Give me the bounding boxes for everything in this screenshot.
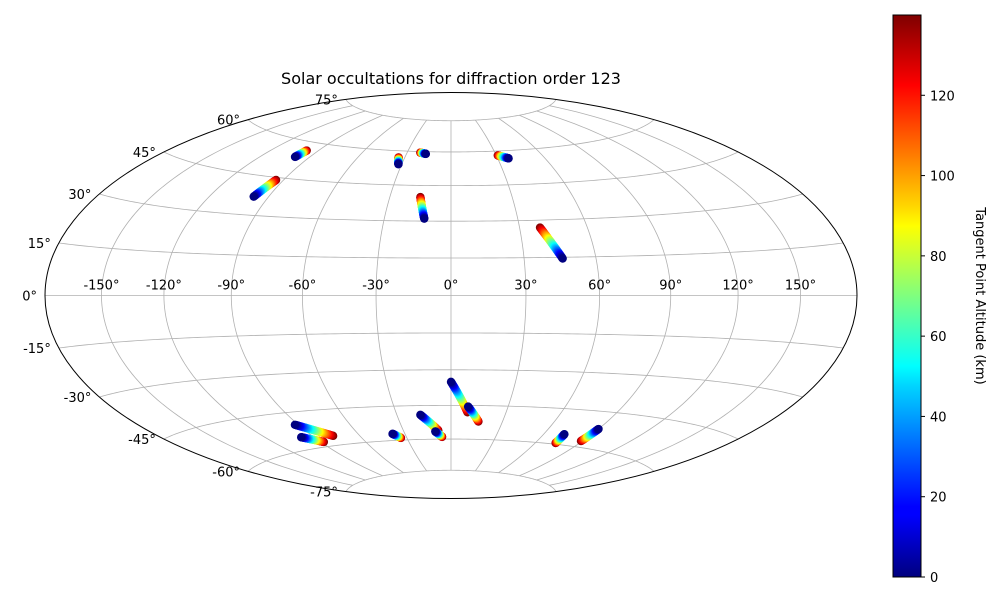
occultation-points xyxy=(249,146,603,448)
longitude-tick-label: 0° xyxy=(444,279,459,294)
longitude-gridline xyxy=(549,105,801,486)
occultation-point xyxy=(296,433,306,442)
occultation-point xyxy=(558,254,567,263)
longitude-tick-labels: -150° -120° -90° -60° -30° 0° 30° 60° 90° 120° 150… xyxy=(83,279,816,294)
longitude-tick-label: 90° xyxy=(659,279,682,294)
latitude-tick-label: 45° xyxy=(133,146,156,161)
occultation-point xyxy=(560,429,569,439)
longitude-tick-label: 30° xyxy=(514,279,537,294)
colorbar: 0 20 40 60 80 100 120 Tangent Point Altitude (… xyxy=(892,14,987,586)
colorbar-tick-label: 20 xyxy=(930,491,947,506)
colorbar-gradient xyxy=(892,14,922,578)
latitude-tick-label: -45° xyxy=(128,433,156,448)
occultation-point xyxy=(504,154,513,163)
colorbar-ticks: 0 20 40 60 80 100 120 xyxy=(921,89,955,586)
longitude-tick-label: -90° xyxy=(217,279,245,294)
colorbar-label: Tangent Point Altitude (km) xyxy=(972,206,987,384)
longitude-tick-label: -150° xyxy=(83,279,119,294)
colorbar-tick-label: 60 xyxy=(930,330,947,345)
chart-title: Solar occultations for diffraction order… xyxy=(281,69,621,88)
occultation-point xyxy=(431,427,440,436)
latitude-tick-labels: 75° 60° 45° 30° 15° 0° -15° -30° -45° -60° -75° xyxy=(22,93,338,500)
colorbar-tick-label: 40 xyxy=(930,410,947,425)
occultation-point xyxy=(420,214,429,223)
map-plot-area: -150° -120° -90° -60° -30° 0° 30° 60° 90° 120° 150… xyxy=(22,92,858,501)
occultation-point xyxy=(290,152,300,162)
latitude-tick-label: 60° xyxy=(217,114,240,129)
graticule xyxy=(45,99,857,492)
colorbar-tick-label: 80 xyxy=(930,250,947,265)
colorbar-tick-label: 120 xyxy=(930,89,955,104)
latitude-tick-label: 15° xyxy=(28,237,51,252)
occultation-point xyxy=(463,402,473,411)
longitude-gridline xyxy=(498,117,601,474)
latitude-tick-label: 30° xyxy=(68,188,91,203)
colorbar-tick-label: 100 xyxy=(930,170,955,185)
longitude-tick-label: 120° xyxy=(722,279,753,294)
longitude-tick-label: 150° xyxy=(785,279,816,294)
occultation-point xyxy=(249,192,258,201)
longitude-tick-label: -30° xyxy=(362,279,390,294)
occultation-point xyxy=(394,160,403,169)
longitude-gridline xyxy=(101,105,353,486)
occultation-point xyxy=(388,429,397,439)
occultation-point xyxy=(416,410,425,420)
map-border xyxy=(44,92,858,499)
latitude-tick-label: -75° xyxy=(310,486,338,501)
longitude-tick-label: -60° xyxy=(289,279,317,294)
latitude-tick-label: 75° xyxy=(315,93,338,108)
occultation-point xyxy=(421,149,431,159)
latitude-tick-label: -30° xyxy=(64,391,92,406)
longitude-tick-label: 60° xyxy=(588,279,611,294)
occultation-point xyxy=(594,424,603,434)
longitude-tick-label: -120° xyxy=(146,279,182,294)
longitude-gridline xyxy=(301,117,404,474)
colorbar-tick-label: 0 xyxy=(930,571,938,586)
latitude-tick-label: -15° xyxy=(23,342,51,357)
longitude-gridline xyxy=(163,110,366,481)
longitude-gridline xyxy=(474,119,527,472)
latitude-tick-label: 0° xyxy=(22,290,37,305)
occultation-point xyxy=(290,420,300,429)
longitude-gridline xyxy=(375,119,428,472)
longitude-gridline xyxy=(519,114,672,477)
latitude-tick-label: -60° xyxy=(212,465,240,480)
longitude-gridline xyxy=(536,110,739,481)
occultation-point xyxy=(446,377,456,387)
